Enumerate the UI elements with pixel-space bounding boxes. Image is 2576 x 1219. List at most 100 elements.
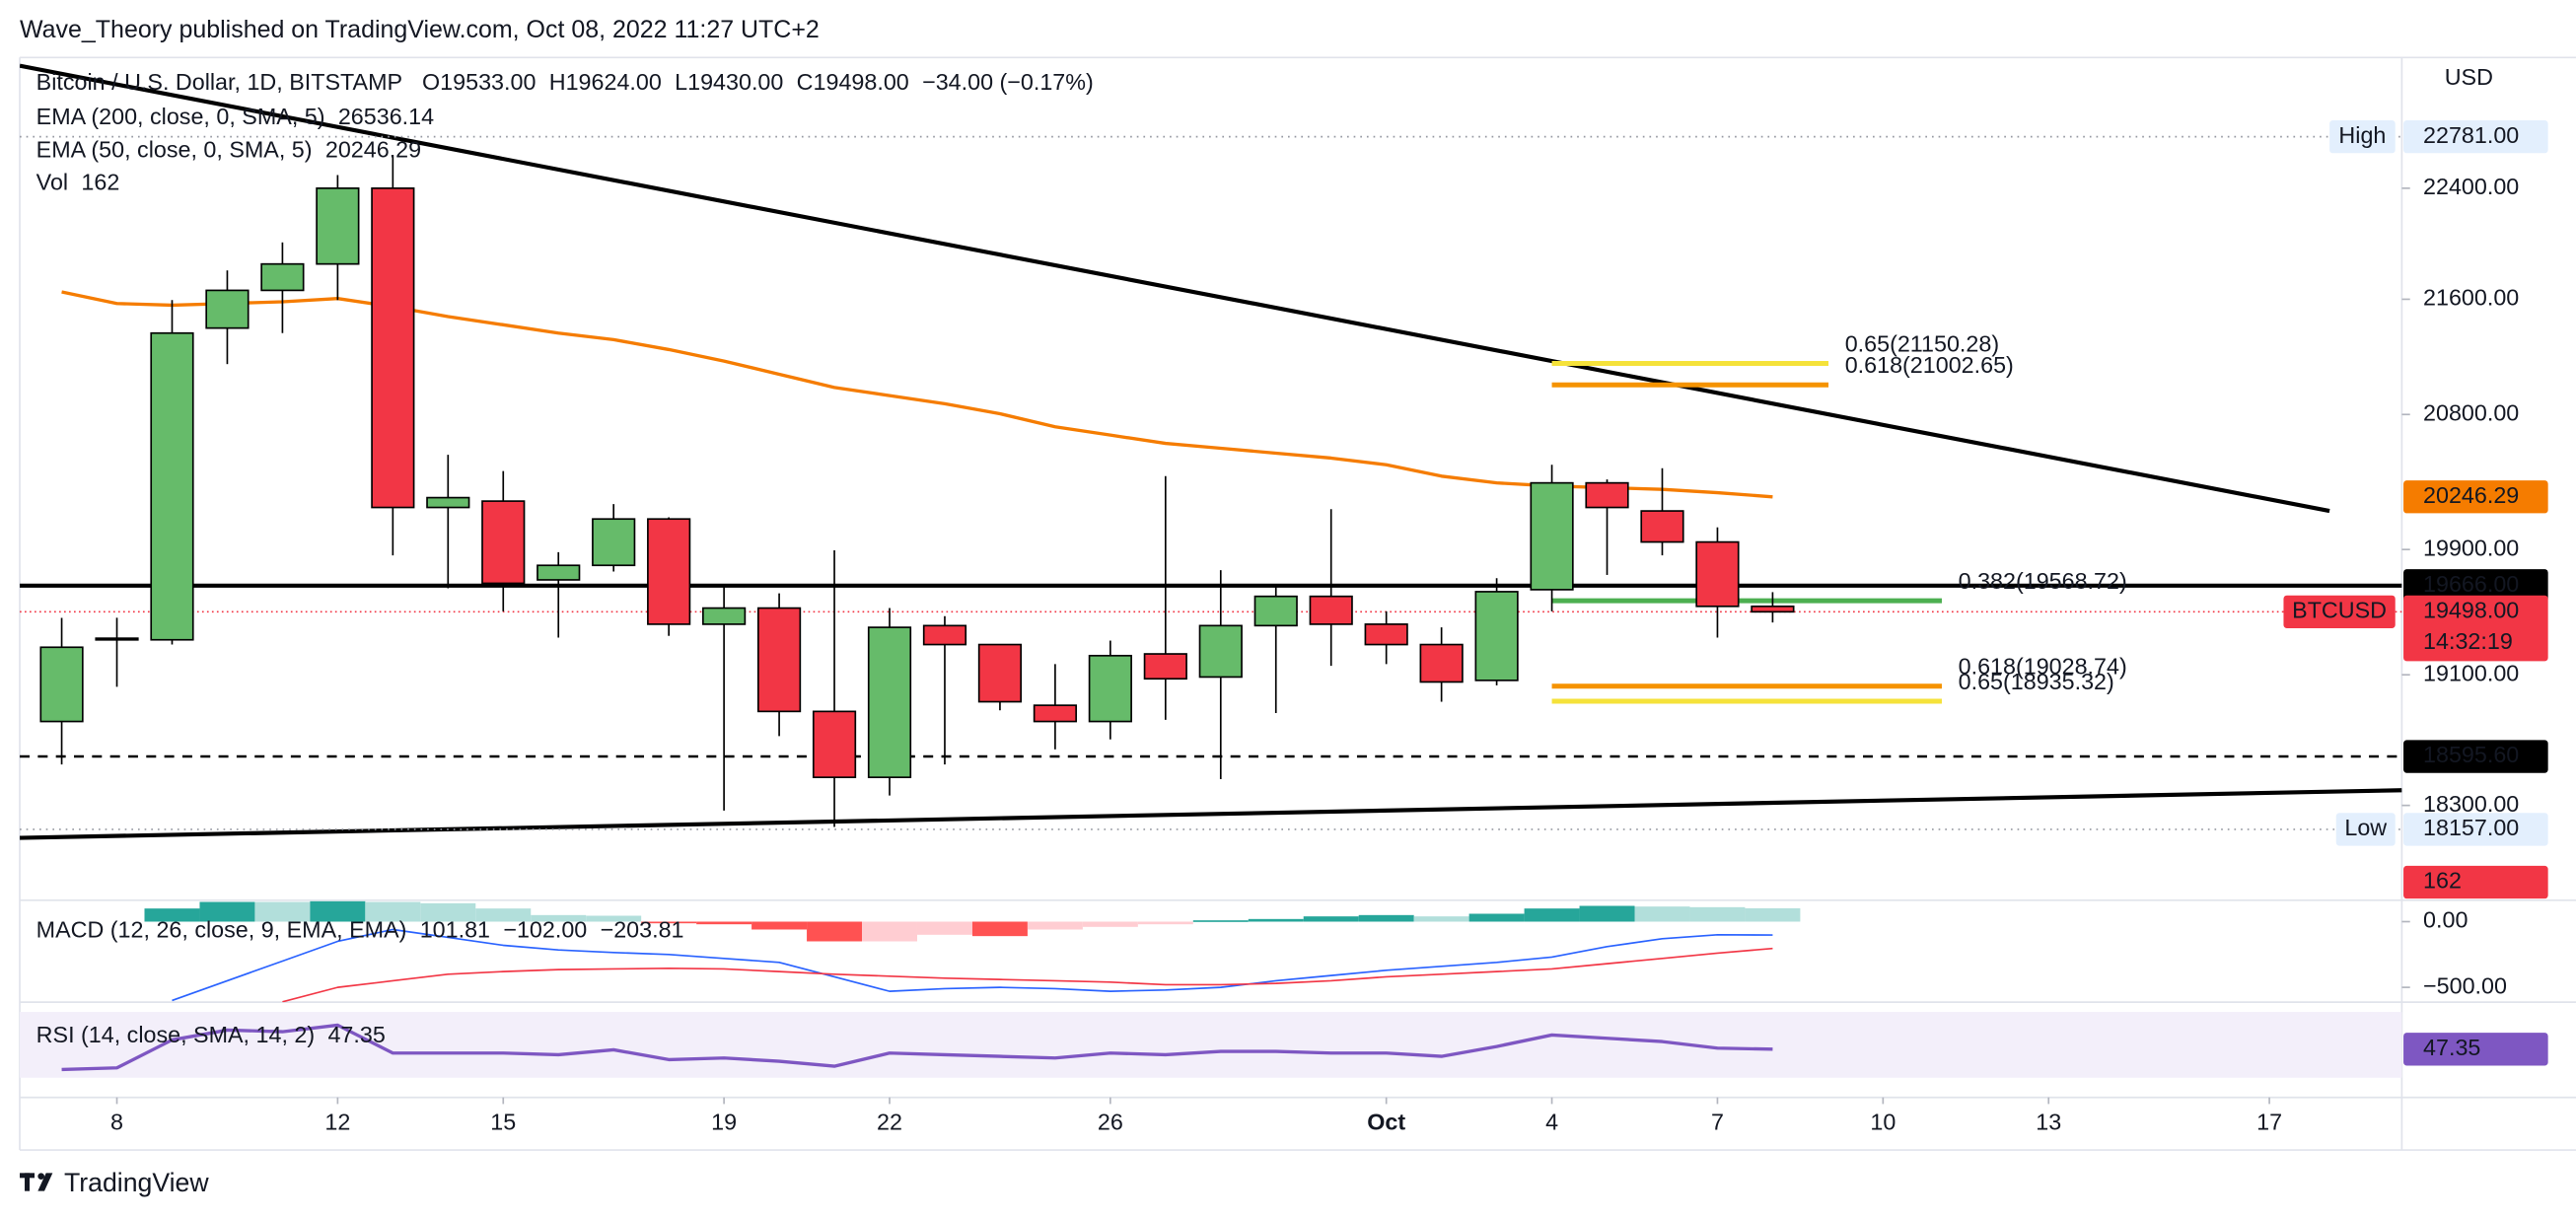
macd-histogram-bar	[310, 900, 366, 922]
candle-body	[1640, 510, 1684, 543]
candle-body	[1253, 595, 1298, 627]
candle-body	[205, 289, 250, 329]
legend-text: RSI (14, close, SMA, 14, 2)	[36, 1022, 315, 1047]
x-tick-label: 12	[324, 1110, 350, 1135]
candle-body	[812, 710, 857, 779]
macd-histogram-bar	[586, 915, 642, 922]
high-tag-text: High	[2338, 122, 2386, 148]
fib-label: 0.65(21150.28)	[1845, 330, 1999, 356]
macd-histogram-bar	[531, 914, 587, 922]
macd-histogram-bar	[862, 921, 917, 942]
level-badge-text: 19666.00	[2423, 571, 2519, 597]
last-price-badge	[2403, 595, 2548, 662]
candle-body	[1033, 704, 1077, 723]
macd-histogram-bar	[916, 921, 972, 935]
macd-y-tick-label: −500.00	[2423, 972, 2507, 998]
x-tick-label: 19	[711, 1110, 737, 1135]
macd-histogram-bar	[696, 921, 752, 925]
trendline	[20, 788, 2402, 840]
candle-body	[1474, 591, 1519, 681]
macd-histogram-bar	[144, 908, 200, 922]
fib-label: 0.618(19028.74)	[1959, 654, 2127, 680]
legend-text: 162	[81, 170, 119, 195]
x-tick-label: 26	[1098, 1110, 1123, 1135]
rsi-badge-text: 47.35	[2423, 1035, 2480, 1060]
macd-histogram-bar	[254, 901, 311, 922]
y-tick-label: 19100.00	[2423, 660, 2519, 685]
frame	[19, 56, 2576, 1151]
trendline	[20, 63, 2330, 514]
macd-histogram-bar	[1082, 921, 1138, 927]
volume-badge-text: 162	[2423, 868, 2462, 894]
ema-badge	[2403, 480, 2548, 514]
macd-histogram-bar	[1468, 913, 1525, 922]
candle-body	[1751, 605, 1795, 613]
y-tick-label: 18300.00	[2423, 791, 2519, 817]
x-tick-label: 13	[2036, 1110, 2061, 1135]
candle-body	[1530, 481, 1574, 591]
candle-body	[867, 626, 912, 779]
candle-body	[1419, 643, 1464, 683]
macd-histogram-bar	[1413, 916, 1469, 922]
publisher: Wave_Theory published on TradingView.com…	[20, 16, 820, 43]
x-tick-label: 8	[110, 1110, 123, 1135]
candle-body	[426, 496, 470, 509]
x-tick-label: 7	[1711, 1110, 1724, 1135]
legend-text: EMA (50, close, 0, SMA, 5)	[36, 136, 313, 162]
macd-histogram-bar	[1358, 914, 1414, 922]
macd-histogram-bar	[1192, 920, 1249, 922]
ema-badge-text: 20246.29	[2423, 482, 2519, 508]
macd-histogram-bar	[1303, 916, 1359, 922]
level-badge-text: 18595.60	[2423, 742, 2519, 767]
low-tag-text: Low	[2344, 815, 2387, 840]
last-price-badge-text: 19498.00	[2423, 598, 2519, 623]
legend-text: −203.81	[601, 917, 684, 943]
volume-badge	[2403, 865, 2548, 899]
level-badge	[2403, 569, 2548, 603]
candle-body	[647, 518, 691, 625]
fib-label: 0.618(21002.65)	[1845, 352, 2014, 378]
macd-histogram-bar	[1027, 921, 1083, 930]
macd-histogram-bar	[751, 921, 808, 930]
signal-line	[282, 947, 1773, 1003]
high-badge-text: 22781.00	[2423, 122, 2519, 148]
macd-pane	[144, 900, 1801, 1003]
macd-line	[172, 928, 1773, 1002]
candle-body	[922, 624, 967, 646]
candle-body	[977, 643, 1023, 703]
high-badge	[2403, 119, 2548, 154]
macd-histogram-bar	[641, 921, 697, 924]
macd-histogram-bar	[1524, 908, 1580, 922]
low-tag	[2335, 813, 2396, 846]
rsi-pane	[61, 1023, 1773, 1072]
symbol-tag	[2283, 595, 2396, 629]
legend-text: C19498.00	[797, 69, 909, 95]
candle-body	[1088, 654, 1132, 723]
candle-body	[1695, 540, 1740, 608]
macd-histogram-bar	[1579, 905, 1635, 922]
brand: TradingView	[64, 1168, 209, 1197]
macd-histogram-bar	[1689, 906, 1746, 922]
level-badge	[2403, 740, 2548, 773]
legend-text: 20246.29	[325, 136, 421, 162]
symbol-tag-text: BTCUSD	[2292, 598, 2387, 623]
macd-histogram-bar	[1745, 907, 1801, 922]
macd-histogram-bar	[365, 901, 421, 922]
macd-histogram-bar	[1248, 918, 1304, 922]
macd-y-tick-label: 0.00	[2423, 907, 2468, 933]
candle-body	[1143, 653, 1187, 681]
candle-body	[95, 637, 139, 641]
ema-line	[61, 290, 1773, 499]
currency-label: USD	[2445, 64, 2493, 90]
low-badge	[2403, 813, 2548, 846]
candle-body	[481, 500, 526, 585]
legend-text: EMA (200, close, 0, SMA, 5)	[36, 104, 325, 129]
macd-histogram-bar	[420, 902, 476, 922]
legend-text: H19624.00	[549, 69, 662, 95]
x-tick-label: 15	[490, 1110, 516, 1135]
candle-body	[592, 518, 636, 567]
x-tick-label: 4	[1545, 1110, 1558, 1135]
x-tick-label: Oct	[1367, 1110, 1405, 1135]
legend-text: L19430.00	[675, 69, 783, 95]
candle-body	[260, 262, 305, 292]
